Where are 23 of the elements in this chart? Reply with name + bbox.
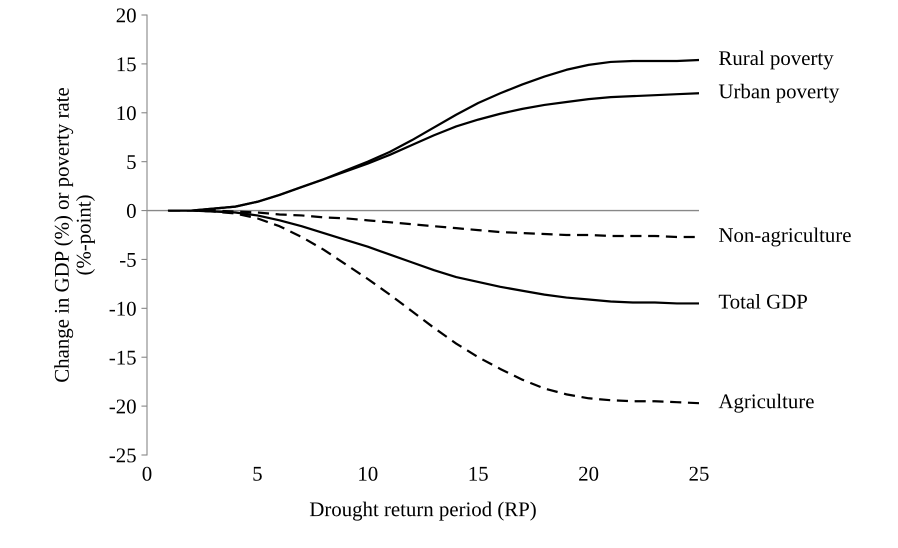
y-tick-label: 15 bbox=[118, 57, 136, 72]
x-tick-label: 0 bbox=[142, 466, 152, 481]
y-tick-label: -5 bbox=[120, 253, 136, 267]
x-tick-label: 15 bbox=[470, 466, 488, 481]
series-label: Rural poverty bbox=[719, 50, 834, 70]
x-tick-label: 10 bbox=[359, 466, 378, 481]
x-tick-label: 20 bbox=[579, 466, 598, 481]
y-axis-title: Change in GDP (%) or poverty rate (%-point) bbox=[54, 88, 95, 382]
y-tick-label: 10 bbox=[118, 106, 136, 120]
y-tick-label: -25 bbox=[110, 448, 136, 462]
x-tick-label: 25 bbox=[690, 466, 709, 481]
y-tick-label: 5 bbox=[127, 155, 136, 170]
series-label: Total GDP bbox=[718, 294, 807, 309]
x-tick-label: 5 bbox=[253, 466, 262, 481]
y-tick-label: 0 bbox=[126, 204, 136, 218]
y-tick-label: 20 bbox=[116, 8, 136, 22]
series-label: Non-agriculture bbox=[719, 227, 851, 246]
x-axis-title: Drought return period (RP) bbox=[310, 502, 536, 521]
y-tick-label: -20 bbox=[110, 399, 136, 414]
y-tick-label: -15 bbox=[110, 350, 136, 365]
y-tick-label: -10 bbox=[110, 302, 136, 316]
series-label: Urban poverty bbox=[718, 84, 840, 103]
series-label: Agriculture bbox=[718, 394, 814, 413]
